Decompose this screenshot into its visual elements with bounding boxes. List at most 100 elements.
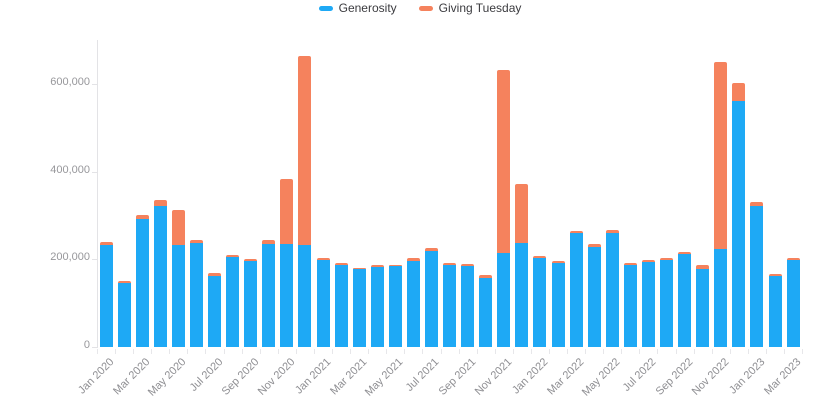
bar-segment-giving-tuesday[interactable] — [388, 264, 402, 267]
bar-segment-giving-tuesday[interactable] — [406, 257, 420, 261]
bar-segment-generosity[interactable] — [117, 282, 131, 347]
bar-segment-giving-tuesday[interactable] — [334, 262, 348, 265]
bar-segment-giving-tuesday[interactable] — [153, 200, 167, 206]
bar-segment-giving-tuesday[interactable] — [696, 265, 710, 269]
bar-jan-2022[interactable] — [533, 255, 547, 347]
bar-apr-2020[interactable] — [153, 200, 167, 347]
bar-segment-generosity[interactable] — [171, 245, 185, 347]
bar-aug-2021[interactable] — [443, 263, 457, 347]
bar-segment-generosity[interactable] — [569, 233, 583, 347]
bar-segment-giving-tuesday[interactable] — [298, 55, 312, 246]
bar-segment-generosity[interactable] — [786, 259, 800, 347]
bar-segment-giving-tuesday[interactable] — [750, 202, 764, 206]
bar-segment-generosity[interactable] — [443, 265, 457, 347]
legend-item-generosity[interactable]: Generosity — [318, 1, 397, 15]
bar-segment-giving-tuesday[interactable] — [732, 83, 746, 102]
bar-sep-2021[interactable] — [461, 264, 475, 347]
bar-segment-generosity[interactable] — [551, 262, 565, 347]
bar-segment-giving-tuesday[interactable] — [569, 230, 583, 234]
bar-dec-2020[interactable] — [298, 55, 312, 347]
bar-segment-giving-tuesday[interactable] — [587, 243, 601, 247]
bar-jan-2021[interactable] — [316, 257, 330, 347]
bar-feb-2021[interactable] — [334, 262, 348, 347]
bar-segment-generosity[interactable] — [750, 205, 764, 347]
bar-segment-generosity[interactable] — [533, 257, 547, 347]
bar-segment-giving-tuesday[interactable] — [461, 264, 475, 267]
bar-segment-giving-tuesday[interactable] — [99, 241, 113, 246]
bar-segment-generosity[interactable] — [660, 259, 674, 347]
bar-segment-generosity[interactable] — [99, 245, 113, 347]
bar-segment-giving-tuesday[interactable] — [189, 240, 203, 243]
bar-segment-generosity[interactable] — [515, 243, 529, 347]
bar-apr-2021[interactable] — [370, 265, 384, 347]
bar-segment-generosity[interactable] — [605, 232, 619, 347]
bar-dec-2022[interactable] — [732, 83, 746, 347]
bar-segment-generosity[interactable] — [623, 265, 637, 347]
legend-item-giving-tuesday[interactable]: Giving Tuesday — [418, 1, 521, 15]
bar-segment-giving-tuesday[interactable] — [370, 265, 384, 268]
bar-may-2020[interactable] — [171, 210, 185, 347]
bar-segment-giving-tuesday[interactable] — [226, 254, 240, 258]
bar-segment-generosity[interactable] — [768, 276, 782, 347]
bar-mar-2020[interactable] — [135, 215, 149, 347]
bar-segment-giving-tuesday[interactable] — [479, 274, 493, 279]
bar-segment-generosity[interactable] — [424, 250, 438, 347]
bar-mar-2021[interactable] — [352, 267, 366, 347]
bar-segment-generosity[interactable] — [280, 243, 294, 347]
bar-jun-2022[interactable] — [623, 263, 637, 347]
bar-segment-generosity[interactable] — [641, 262, 655, 347]
bar-nov-2021[interactable] — [497, 69, 511, 347]
bar-jun-2020[interactable] — [189, 240, 203, 347]
bar-feb-2020[interactable] — [117, 280, 131, 347]
bar-segment-giving-tuesday[interactable] — [623, 263, 637, 266]
bar-segment-giving-tuesday[interactable] — [533, 255, 547, 258]
bar-segment-generosity[interactable] — [696, 268, 710, 347]
bar-segment-generosity[interactable] — [298, 245, 312, 347]
bar-jun-2021[interactable] — [406, 257, 420, 347]
bar-segment-giving-tuesday[interactable] — [280, 179, 294, 244]
bar-segment-giving-tuesday[interactable] — [660, 257, 674, 260]
bar-segment-generosity[interactable] — [388, 266, 402, 347]
bar-nov-2020[interactable] — [280, 179, 294, 347]
bar-segment-generosity[interactable] — [189, 242, 203, 347]
bar-segment-giving-tuesday[interactable] — [424, 248, 438, 251]
bar-nov-2022[interactable] — [714, 61, 728, 347]
bar-may-2021[interactable] — [388, 264, 402, 347]
bar-jan-2023[interactable] — [750, 202, 764, 347]
bar-segment-generosity[interactable] — [587, 246, 601, 347]
bar-oct-2021[interactable] — [479, 274, 493, 347]
bar-segment-generosity[interactable] — [479, 278, 493, 347]
bar-segment-giving-tuesday[interactable] — [678, 251, 692, 255]
bar-mar-2023[interactable] — [786, 257, 800, 347]
bar-segment-giving-tuesday[interactable] — [117, 280, 131, 283]
bar-segment-generosity[interactable] — [153, 205, 167, 347]
bar-segment-generosity[interactable] — [714, 248, 728, 347]
bar-segment-generosity[interactable] — [497, 253, 511, 347]
bar-apr-2022[interactable] — [587, 243, 601, 347]
bar-segment-generosity[interactable] — [316, 260, 330, 347]
bar-segment-giving-tuesday[interactable] — [262, 240, 276, 245]
bar-segment-giving-tuesday[interactable] — [135, 215, 149, 219]
bar-segment-generosity[interactable] — [370, 267, 384, 347]
bar-sep-2020[interactable] — [244, 258, 258, 347]
bar-oct-2022[interactable] — [696, 265, 710, 347]
bar-segment-giving-tuesday[interactable] — [641, 260, 655, 263]
bar-jul-2020[interactable] — [208, 273, 222, 347]
bar-mar-2022[interactable] — [569, 230, 583, 347]
bar-segment-giving-tuesday[interactable] — [605, 229, 619, 233]
bar-segment-generosity[interactable] — [334, 265, 348, 347]
bar-oct-2020[interactable] — [262, 240, 276, 347]
bar-segment-giving-tuesday[interactable] — [497, 69, 511, 254]
bar-segment-generosity[interactable] — [352, 269, 366, 347]
bar-feb-2022[interactable] — [551, 260, 565, 347]
bar-aug-2020[interactable] — [226, 254, 240, 347]
bar-dec-2021[interactable] — [515, 184, 529, 347]
bar-segment-generosity[interactable] — [732, 101, 746, 347]
bar-segment-giving-tuesday[interactable] — [714, 61, 728, 249]
bar-segment-giving-tuesday[interactable] — [244, 258, 258, 262]
bar-segment-giving-tuesday[interactable] — [171, 210, 185, 246]
bar-segment-generosity[interactable] — [226, 257, 240, 347]
bar-segment-giving-tuesday[interactable] — [515, 184, 529, 244]
bar-jul-2021[interactable] — [424, 248, 438, 347]
bar-aug-2022[interactable] — [660, 257, 674, 347]
